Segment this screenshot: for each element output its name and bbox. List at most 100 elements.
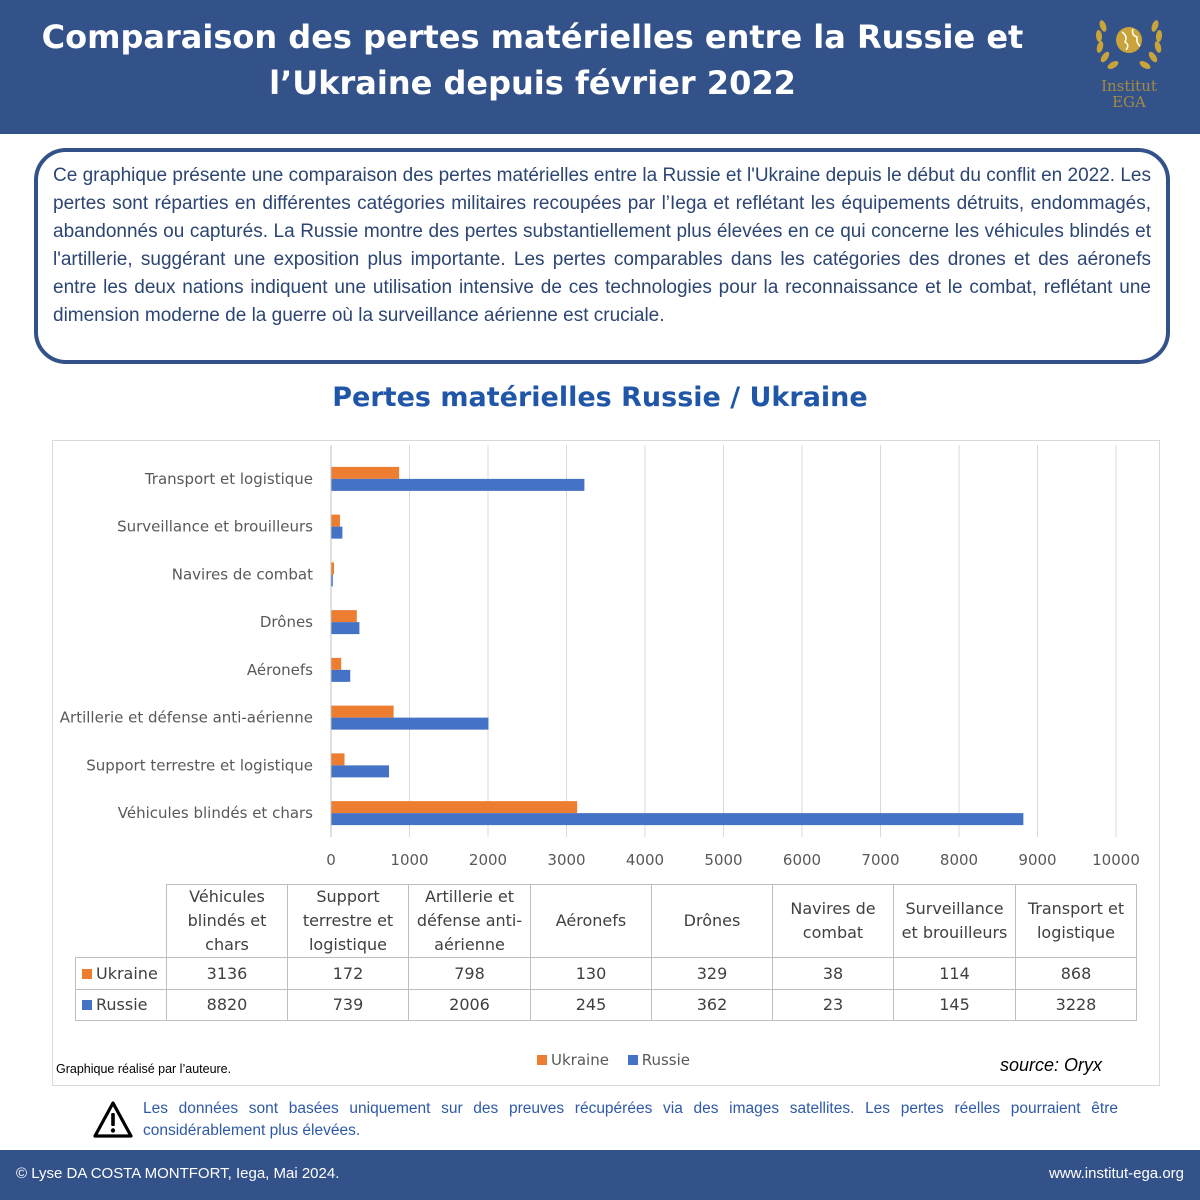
bar-russie — [331, 813, 1024, 826]
header-line: Artillerie et — [424, 887, 515, 906]
bar-chart: 0 1000 2000 3000 4000 5000 6000 7000 8000 9000 100… — [60, 445, 1140, 869]
bar-russie — [331, 622, 360, 635]
x-tick-label: 9000 — [1018, 851, 1056, 869]
x-tick-label: 6000 — [783, 851, 821, 869]
table-row-russie: Russie 8820 739 2006 245 362 23 145 3228 — [75, 989, 1137, 1021]
table-cell: 38 — [772, 957, 894, 990]
x-tick-label: 4000 — [626, 851, 664, 869]
data-table: Véhicules blindés et chars Support terrestr… — [75, 884, 1137, 1021]
logo-text-line1: Institut — [1101, 77, 1157, 95]
logo-text: Institut EGA — [1084, 78, 1174, 110]
bar-russie — [331, 478, 585, 491]
y-category-label: Drônes — [260, 613, 313, 631]
header-line: logistique — [1036, 923, 1116, 942]
table-cell: 739 — [287, 989, 409, 1021]
y-category-label: Support terrestre et logistique — [86, 756, 313, 774]
header-line: Navires de — [790, 899, 876, 918]
table-swatch-russie — [82, 1000, 92, 1010]
laurel-globe-icon — [1095, 20, 1163, 69]
legend-label-ukraine: Ukraine — [551, 1051, 609, 1069]
bar-ukraine — [331, 466, 400, 479]
table-cell: 145 — [893, 989, 1016, 1021]
x-tick-label: 8000 — [940, 851, 978, 869]
legend-swatch-russie — [627, 1055, 638, 1065]
table-header-cell: Surveillance et brouilleurs — [893, 884, 1016, 958]
chart-legend: Ukraine Russie — [537, 1051, 704, 1069]
header-line: blindés et — [187, 911, 267, 930]
x-tick-label: 1000 — [390, 851, 428, 869]
header-line: défense anti- — [416, 911, 523, 930]
x-tick-label: 2000 — [469, 851, 507, 869]
table-header-cell: Support terrestre et logistique — [287, 884, 409, 958]
x-tick-label: 0 — [326, 851, 336, 869]
table-cell: 172 — [287, 957, 409, 990]
header-line: aérienne — [434, 935, 505, 954]
table-header-cell: Artillerie et défense anti-aérienne — [408, 884, 531, 958]
table-cell: 130 — [530, 957, 652, 990]
footer-banner: © Lyse DA COSTA MONTFORT, Iega, Mai 2024… — [0, 1150, 1200, 1200]
table-row-ukraine: Ukraine 3136 172 798 130 329 38 114 868 — [75, 957, 1137, 990]
bar-russie — [331, 669, 351, 682]
table-header-cell: Aéronefs — [530, 884, 652, 958]
x-tick-label: 3000 — [547, 851, 585, 869]
bar-ukraine — [331, 562, 334, 575]
bar-ukraine — [331, 801, 578, 814]
table-header-cell: Navires de combat — [772, 884, 894, 958]
chart-title: Pertes matérielles Russie / Ukraine — [332, 382, 868, 413]
chart-source: source: Oryx — [1000, 1055, 1103, 1075]
table-header-row: Véhicules blindés et chars Support terrestr… — [75, 884, 1137, 958]
y-category-label: Véhicules blindés et chars — [118, 804, 313, 822]
table-cell: 114 — [893, 957, 1016, 990]
bar-ukraine — [331, 753, 345, 766]
header-banner: Comparaison des pertes matérielles entre… — [0, 0, 1200, 134]
table-cell: 798 — [408, 957, 531, 990]
x-tick-label: 5000 — [704, 851, 742, 869]
table-corner — [75, 884, 167, 958]
table-swatch-ukraine — [82, 968, 92, 979]
x-tick-label: 10000 — [1092, 851, 1140, 869]
header-line: Drônes — [683, 911, 741, 930]
header-line: combat — [802, 923, 864, 942]
warning-triangle-icon — [93, 1101, 133, 1138]
table-cell: 8820 — [166, 989, 288, 1021]
table-header-cell: Drônes — [651, 884, 773, 958]
series-name: Russie — [96, 995, 148, 1014]
page-title-line1: Comparaison des pertes matérielles entre… — [41, 18, 1024, 56]
bar-russie — [331, 526, 343, 539]
bar-ukraine — [331, 610, 357, 623]
table-cell: 3228 — [1015, 989, 1137, 1021]
table-series-label: Russie — [75, 989, 167, 1021]
y-category-label: Surveillance et brouilleurs — [117, 518, 313, 536]
y-category-label: Artillerie et défense anti-aérienne — [60, 709, 313, 727]
legend-item-russie: Russie — [627, 1051, 690, 1069]
legend-item-ukraine: Ukraine — [537, 1051, 609, 1069]
header-line: chars — [205, 935, 249, 954]
table-cell: 245 — [530, 989, 652, 1021]
bar-russie — [331, 717, 489, 730]
table-series-label: Ukraine — [75, 957, 167, 990]
bar-russie — [331, 765, 390, 778]
bar-ukraine — [331, 705, 394, 718]
table-cell: 3136 — [166, 957, 288, 990]
intro-paragraph: Ce graphique présente une comparaison de… — [34, 148, 1170, 364]
header-line: terrestre et — [302, 911, 394, 930]
footer-copyright: © Lyse DA COSTA MONTFORT, Iega, Mai 2024… — [16, 1165, 340, 1182]
table-cell: 868 — [1015, 957, 1137, 990]
header-line: Support — [316, 887, 380, 906]
header-line: logistique — [308, 935, 388, 954]
legend-swatch-ukraine — [537, 1055, 547, 1065]
header-line: Transport et — [1027, 899, 1125, 918]
y-category-label: Navires de combat — [172, 565, 313, 583]
page-title: Comparaison des pertes matérielles entre… — [40, 14, 1025, 106]
x-tick-label: 7000 — [861, 851, 899, 869]
footer-website-link[interactable]: www.institut-ega.org — [1048, 1165, 1184, 1182]
table-cell: 362 — [651, 989, 773, 1021]
bar-ukraine — [331, 657, 342, 670]
header-line: et brouilleurs — [901, 923, 1008, 942]
page-title-line2: l’Ukraine depuis février 2022 — [269, 64, 796, 102]
table-header-cell: Transport et logistique — [1015, 884, 1137, 958]
table-cell: 329 — [651, 957, 773, 990]
header-line: Surveillance — [905, 899, 1004, 918]
logo-text-line2: EGA — [1112, 93, 1146, 111]
header-line: Aéronefs — [555, 911, 627, 930]
